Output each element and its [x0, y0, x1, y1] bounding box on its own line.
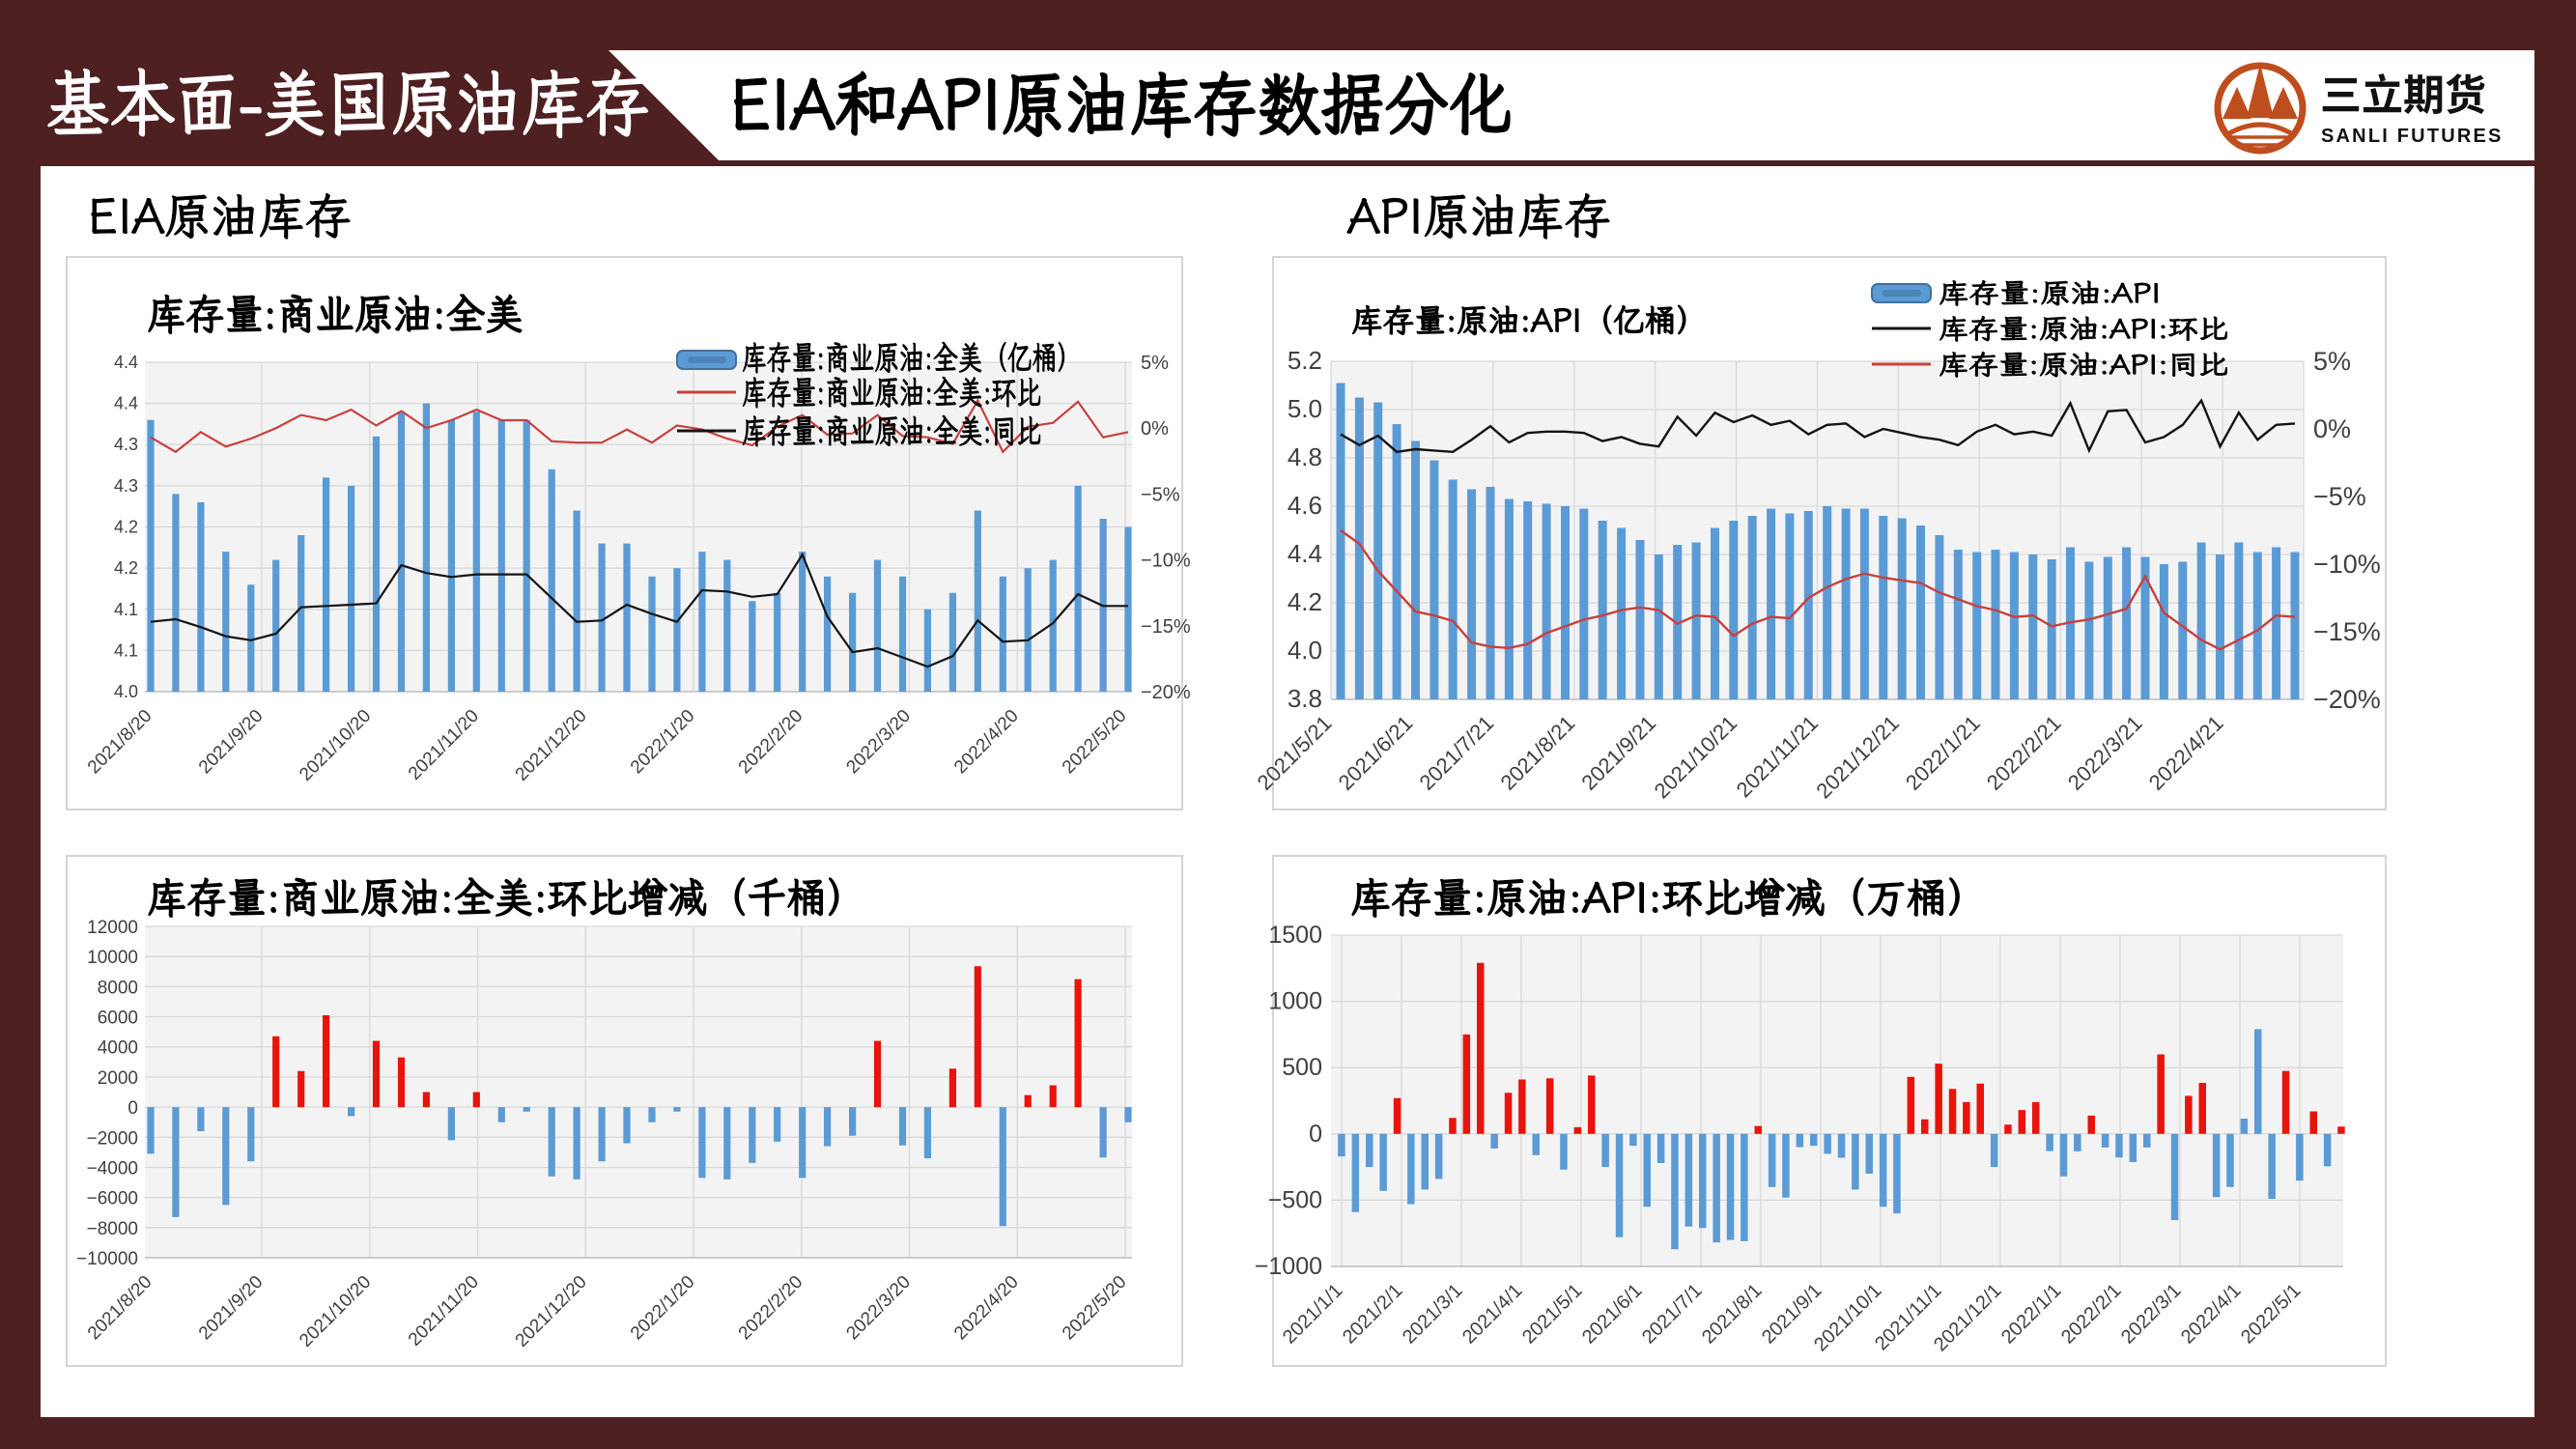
- svg-text:5.2: 5.2: [1288, 346, 1322, 375]
- svg-text:5%: 5%: [1141, 353, 1169, 374]
- svg-text:−20%: −20%: [1141, 682, 1191, 703]
- svg-text:4.2: 4.2: [1288, 587, 1322, 616]
- svg-text:−20%: −20%: [2313, 685, 2381, 714]
- svg-text:0: 0: [127, 1098, 138, 1119]
- svg-text:−10%: −10%: [1141, 551, 1191, 572]
- svg-text:4.4: 4.4: [1288, 539, 1322, 568]
- svg-text:2000: 2000: [98, 1068, 138, 1089]
- svg-text:−15%: −15%: [2313, 617, 2381, 646]
- svg-text:4000: 4000: [98, 1038, 138, 1059]
- svg-text:500: 500: [1282, 1054, 1322, 1081]
- svg-text:1500: 1500: [1268, 922, 1322, 949]
- svg-text:4.4: 4.4: [114, 394, 138, 413]
- svg-text:4.1: 4.1: [114, 600, 138, 619]
- svg-text:0%: 0%: [1141, 418, 1169, 440]
- svg-text:−8000: −8000: [87, 1219, 138, 1239]
- svg-text:4.2: 4.2: [114, 518, 138, 537]
- svg-text:−15%: −15%: [1141, 616, 1191, 638]
- svg-text:4.6: 4.6: [1288, 491, 1322, 520]
- svg-text:−5%: −5%: [2313, 482, 2366, 511]
- svg-text:4.0: 4.0: [114, 682, 138, 701]
- svg-text:−500: −500: [1268, 1186, 1322, 1213]
- svg-text:0%: 0%: [2313, 414, 2351, 443]
- svg-text:12000: 12000: [87, 918, 138, 938]
- svg-text:−1000: −1000: [1255, 1253, 1322, 1280]
- svg-text:5%: 5%: [2313, 347, 2351, 376]
- svg-text:10000: 10000: [87, 948, 138, 968]
- svg-text:4.3: 4.3: [114, 435, 138, 454]
- svg-text:4.2: 4.2: [114, 558, 138, 578]
- svg-text:1000: 1000: [1268, 988, 1322, 1015]
- svg-text:3.8: 3.8: [1288, 684, 1322, 713]
- svg-text:4.0: 4.0: [1288, 636, 1322, 665]
- svg-text:−2000: −2000: [87, 1128, 138, 1149]
- svg-text:−10000: −10000: [76, 1249, 138, 1269]
- svg-text:−10%: −10%: [2313, 550, 2381, 579]
- svg-text:−6000: −6000: [87, 1189, 138, 1209]
- svg-text:−4000: −4000: [87, 1159, 138, 1179]
- svg-text:5.0: 5.0: [1288, 394, 1322, 423]
- svg-text:−5%: −5%: [1141, 484, 1180, 505]
- svg-text:4.3: 4.3: [114, 476, 138, 496]
- svg-text:6000: 6000: [98, 1009, 138, 1029]
- svg-text:0: 0: [1309, 1121, 1322, 1148]
- svg-text:4.1: 4.1: [114, 640, 138, 660]
- svg-text:4.8: 4.8: [1288, 442, 1322, 471]
- svg-text:SANLI FUTURES: SANLI FUTURES: [2321, 126, 2504, 147]
- svg-text:4.4: 4.4: [114, 353, 138, 372]
- svg-text:8000: 8000: [98, 978, 138, 998]
